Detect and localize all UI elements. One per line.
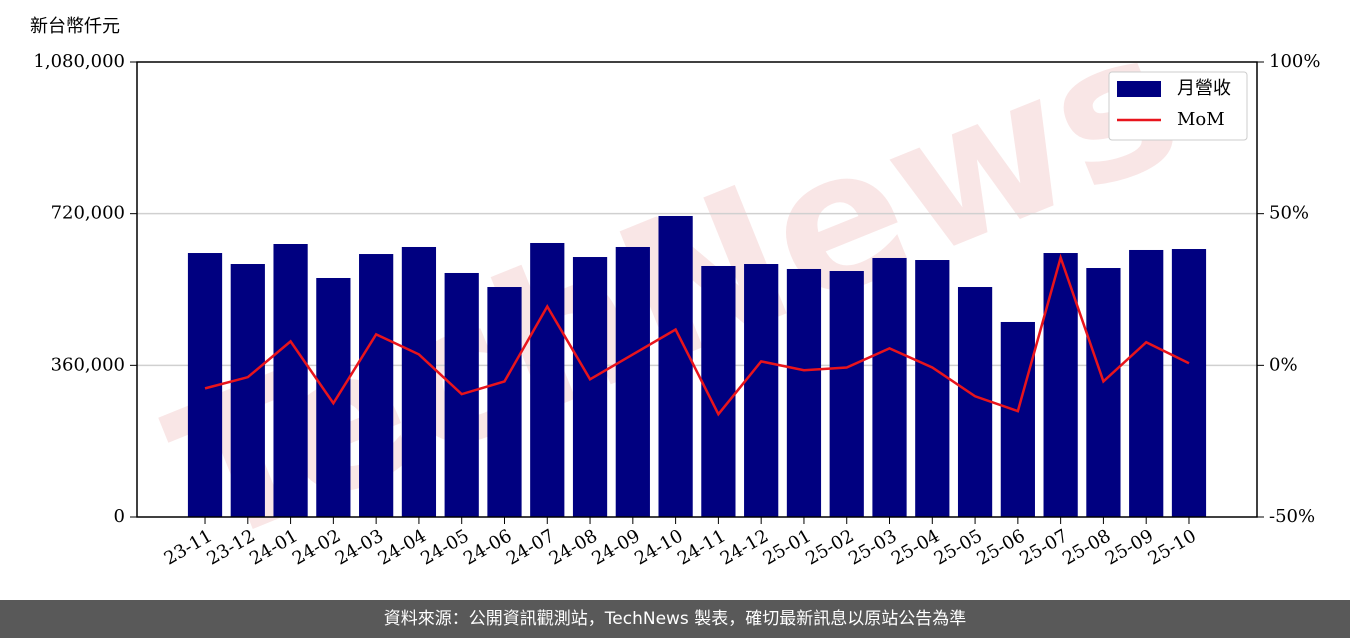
bar [401,246,437,517]
x-tick-label: 24-06 [460,525,515,569]
y-tick-label: 0 [114,506,125,527]
y2-tick-label: -50% [1269,506,1315,527]
footer-text: 資料來源：公開資訊觀測站，TechNews 製表，確切最新訊息以原站公告為準 [384,609,966,629]
x-tick-label: 25-05 [931,525,986,569]
y2-tick-label: 50% [1269,203,1309,224]
footer-bar [0,600,1350,638]
bar [273,244,308,517]
x-tick-label: 24-10 [631,525,686,569]
bar [915,260,950,517]
bar [1000,321,1035,517]
y-tick-label: 720,000 [51,203,125,224]
legend-label: 月營收 [1177,78,1231,99]
line [204,253,1190,417]
x-tick-label: 25-09 [1102,525,1157,569]
bar [530,242,565,517]
x-tick-label: 25-10 [1145,525,1200,569]
bar [786,268,822,517]
x-tick-label: 24-05 [417,525,472,569]
legend-label: MoM [1177,109,1225,130]
x-tick-label: 25-04 [888,525,943,569]
bar [1129,249,1164,517]
x-tick-label: 25-02 [802,525,857,569]
plot-frame [136,61,1258,518]
x-tick-label: 25-08 [1059,525,1114,569]
bar [1086,268,1121,517]
y-tick-label: 1,080,000 [33,51,125,72]
bar [658,215,693,517]
bar [615,246,650,517]
legend-swatch [1117,81,1161,97]
x-tick-label: 24-12 [717,525,772,569]
bar [487,287,522,517]
bar [744,264,779,517]
bar [957,287,993,517]
x-tick-label: 24-09 [588,525,643,569]
bar [316,277,351,517]
x-tick-label: 25-01 [760,525,815,569]
x-tick-label: 23-11 [161,525,216,569]
bar [359,254,394,517]
y-axis-label: 新台幣仟元 [30,16,120,37]
bar [829,271,864,517]
x-tick-label: 25-07 [1016,525,1071,569]
x-tick-label: 25-03 [845,525,900,569]
x-tick-label: 24-11 [674,525,729,569]
y2-tick-label: 0% [1269,354,1298,375]
x-tick-label: 24-04 [374,525,429,569]
x-tick-label: 24-08 [546,525,601,569]
bar [572,257,608,517]
bar [1171,249,1207,517]
y-tick-label: 360,000 [51,354,125,375]
x-tick-label: 24-07 [503,525,558,569]
bar [230,264,265,517]
x-tick-label: 25-06 [973,525,1028,569]
y2-tick-label: 100% [1269,51,1320,72]
bar [872,257,907,517]
